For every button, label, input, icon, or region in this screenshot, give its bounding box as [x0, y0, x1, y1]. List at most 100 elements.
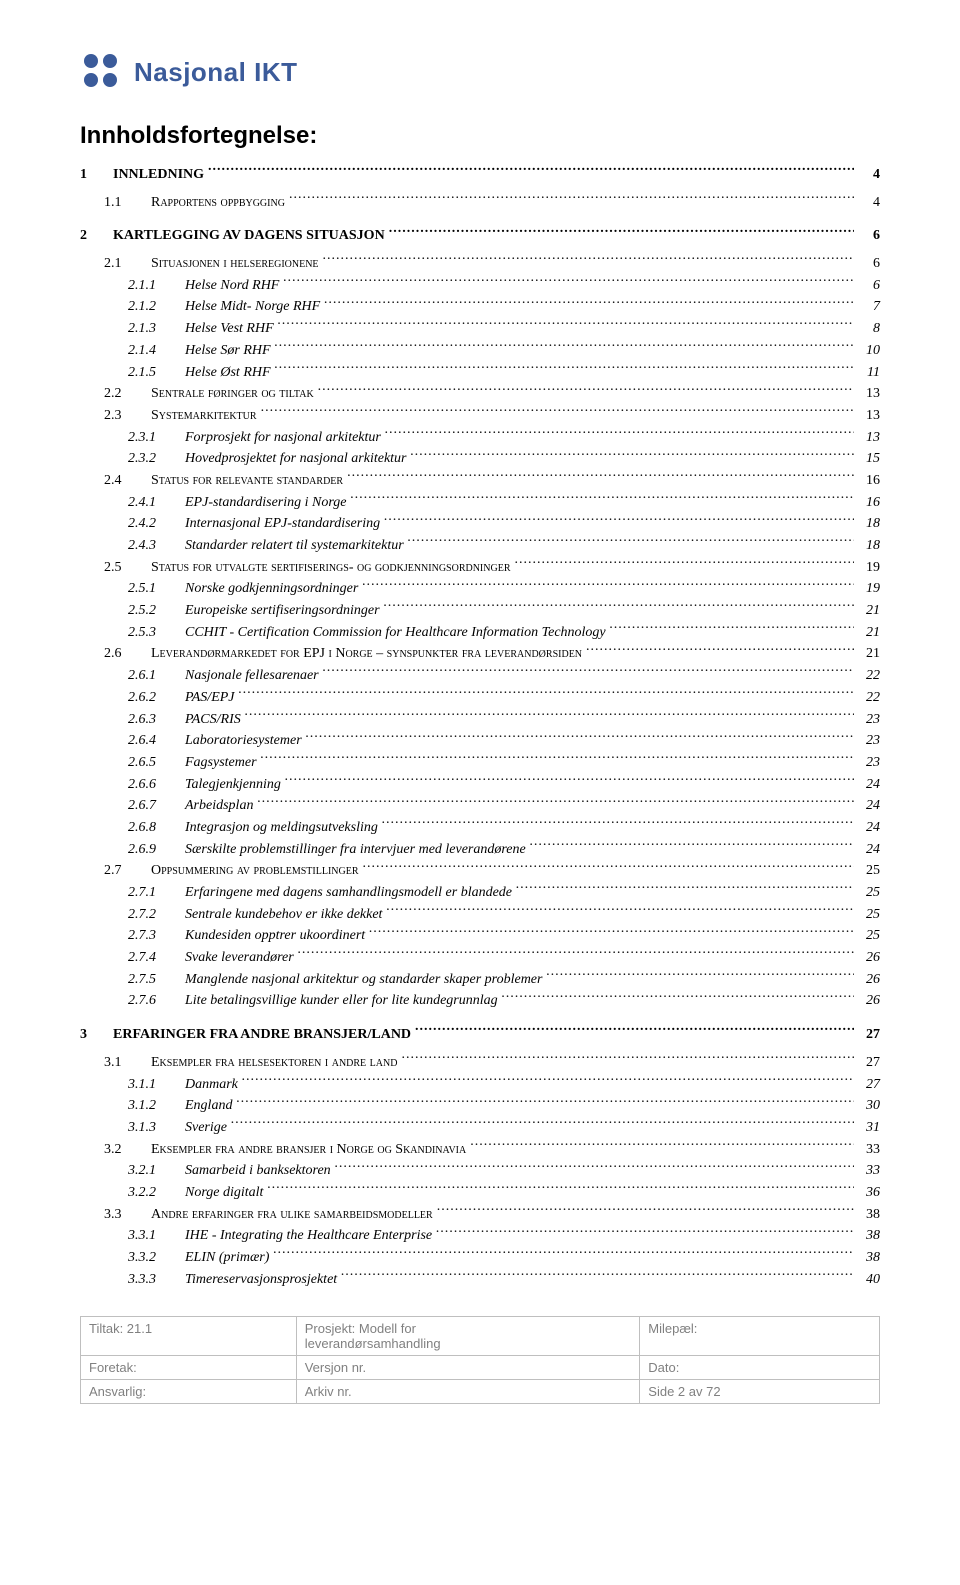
toc-page: 25 [858, 860, 880, 882]
toc-entry: 2.7.2 Sentrale kundebehov er ikke dekket… [128, 904, 880, 926]
toc-num: 3.3.3 [128, 1269, 178, 1291]
toc-label: ELIN (primær) [185, 1247, 269, 1269]
toc-entry: 2.4.1 EPJ-standardisering i Norge 16 [128, 492, 880, 514]
toc-page: 30 [858, 1095, 880, 1117]
toc-label: CCHIT - Certification Commission for Hea… [185, 622, 606, 644]
toc-leader [385, 427, 854, 441]
toc-label: EPJ-standardisering i Norge [185, 492, 347, 514]
toc-leader [275, 362, 854, 376]
toc-leader [408, 535, 854, 549]
toc-entry: 2.1 Situasjonen i helseregionene6 [104, 253, 880, 275]
toc-entry: 2.1.2 Helse Midt- Norge RHF7 [128, 296, 880, 318]
logo: Nasjonal IKT [80, 50, 880, 94]
toc-page: 23 [858, 730, 880, 752]
toc-label: ERFARINGER FRA ANDRE BRANSJER/LAND [113, 1024, 411, 1046]
toc-page: 18 [858, 535, 880, 557]
toc-num: 2.5 [104, 557, 144, 579]
toc-entry: 2.1.3 Helse Vest RHF8 [128, 318, 880, 340]
toc-page: 25 [858, 882, 880, 904]
toc-leader [351, 492, 854, 506]
toc-leader [239, 687, 854, 701]
toc-label: Leverandørmarkedet for EPJ i Norge – syn… [151, 643, 582, 665]
toc-num: 2.5.1 [128, 578, 178, 600]
toc-num: 2.7.3 [128, 925, 178, 947]
toc-label: Svake leverandører [185, 947, 294, 969]
toc-leader [335, 1160, 854, 1174]
footer-cell: Arkiv nr. [296, 1380, 640, 1404]
toc-label: Helse Midt- Norge RHF [185, 296, 320, 318]
toc-entry: 3.1 Eksempler fra helsesektoren i andre … [104, 1052, 880, 1074]
toc-label: Hovedprosjektet for nasjonal arkitektur [185, 448, 407, 470]
toc-entry: 2.6.2 PAS/EPJ22 [128, 687, 880, 709]
toc-page: 24 [858, 795, 880, 817]
toc-leader [363, 860, 854, 874]
toc-label: Europeiske sertifiseringsordninger [185, 600, 380, 622]
toc-num: 2.4.1 [128, 492, 178, 514]
toc-label: Erfaringene med dagens samhandlingsmodel… [185, 882, 512, 904]
toc-num: 2.6.7 [128, 795, 178, 817]
toc-label: INNLEDNING [113, 164, 204, 186]
toc-page: 21 [858, 622, 880, 644]
logo-dots-icon [80, 50, 124, 94]
toc-num: 3.2.2 [128, 1182, 178, 1204]
toc-entry: 2.6.4 Laboratoriesystemer23 [128, 730, 880, 752]
toc-label: Laboratoriesystemer [185, 730, 302, 752]
toc-entry: 3.3.3 Timereservasjonsprosjektet40 [128, 1269, 880, 1291]
toc-num: 2.6.9 [128, 839, 178, 861]
page-title: Innholdsfortegnelse: [80, 122, 880, 150]
toc-entry: 3 ERFARINGER FRA ANDRE BRANSJER/LAND27 [80, 1024, 880, 1046]
toc-page: 6 [858, 253, 880, 275]
toc-page: 16 [858, 492, 880, 514]
footer-cell: Prosjekt: Modell for leverandørsamhandli… [296, 1317, 640, 1356]
toc-entry: 3.1.1 Danmark27 [128, 1074, 880, 1096]
toc-entry: 2.6.3 PACS/RIS23 [128, 709, 880, 731]
toc-label: Sverige [185, 1117, 227, 1139]
toc-page: 25 [858, 925, 880, 947]
toc-leader [369, 925, 854, 939]
toc-leader [514, 557, 854, 571]
toc-page: 21 [858, 643, 880, 665]
toc-leader [236, 1095, 854, 1109]
toc-label: Rapportens oppbygging [151, 192, 285, 214]
toc-label: Sentrale føringer og tiltak [151, 383, 314, 405]
toc-label: Talegjenkjenning [185, 774, 281, 796]
toc-num: 2.6.3 [128, 709, 178, 731]
footer-cell: Ansvarlig: [81, 1380, 297, 1404]
toc-entry: 1.1 Rapportens oppbygging4 [104, 192, 880, 214]
toc-page: 27 [858, 1074, 880, 1096]
toc-entry: 3.2 Eksempler fra andre bransjer i Norge… [104, 1139, 880, 1161]
toc-leader [289, 192, 854, 206]
toc-num: 2.3 [104, 405, 144, 427]
toc-page: 10 [858, 340, 880, 362]
footer-cell: Dato: [640, 1356, 880, 1380]
toc-num: 3.1 [104, 1052, 144, 1074]
toc-leader [261, 405, 854, 419]
toc-leader [267, 1182, 854, 1196]
toc-num: 1 [80, 164, 106, 186]
toc-label: Helse Øst RHF [185, 362, 271, 384]
toc-leader [610, 622, 854, 636]
toc-page: 19 [858, 578, 880, 600]
toc-page: 13 [858, 427, 880, 449]
toc-entry: 2.5.1 Norske godkjenningsordninger19 [128, 578, 880, 600]
toc-label: Oppsummering av problemstillinger [151, 860, 359, 882]
logo-text: Nasjonal IKT [134, 57, 297, 88]
toc-leader [384, 513, 854, 527]
toc-entry: 3.3.1 IHE - Integrating the Healthcare E… [128, 1225, 880, 1247]
toc-num: 3.1.2 [128, 1095, 178, 1117]
toc-num: 2 [80, 225, 106, 247]
toc-leader [273, 1247, 854, 1261]
toc-num: 2.6.8 [128, 817, 178, 839]
toc-label: Sentrale kundebehov er ikke dekket [185, 904, 382, 926]
toc-leader [437, 1204, 854, 1218]
toc-entry: 2.4.2 Internasjonal EPJ-standardisering1… [128, 513, 880, 535]
toc-label: IHE - Integrating the Healthcare Enterpr… [185, 1225, 432, 1247]
toc-entry: 2 KARTLEGGING AV DAGENS SITUASJON6 [80, 225, 880, 247]
footer-table: Tiltak: 21.1 Prosjekt: Modell for levera… [80, 1316, 880, 1404]
toc-entry: 2.3.1 Forprosjekt for nasjonal arkitektu… [128, 427, 880, 449]
toc-page: 26 [858, 990, 880, 1012]
toc-label: PACS/RIS [185, 709, 241, 731]
toc-page: 26 [858, 969, 880, 991]
toc-entry: 2.6.6 Talegjenkjenning24 [128, 774, 880, 796]
toc-page: 8 [858, 318, 880, 340]
